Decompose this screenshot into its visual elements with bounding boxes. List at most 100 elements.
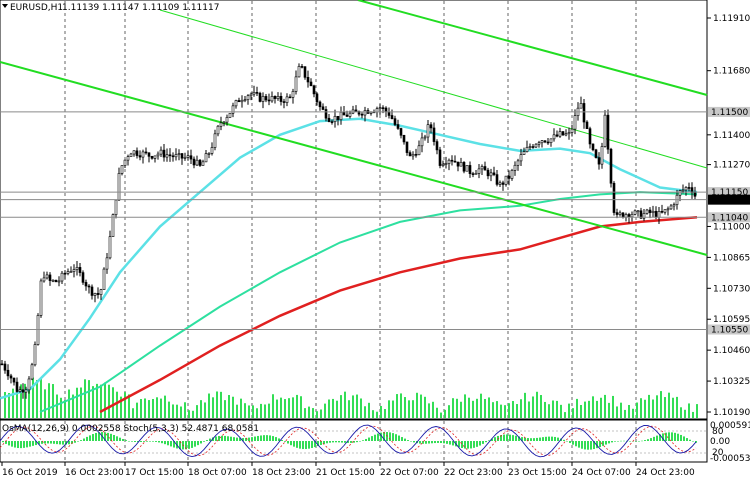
candle-body bbox=[519, 154, 523, 162]
candle-body bbox=[171, 155, 175, 158]
osma-histogram-bar bbox=[50, 441, 52, 444]
osma-histogram-bar bbox=[386, 432, 388, 441]
candle-body bbox=[39, 280, 43, 316]
osma-histogram-bar bbox=[530, 438, 532, 441]
osma-histogram-bar bbox=[692, 441, 694, 442]
osma-histogram-bar bbox=[434, 441, 436, 444]
candle-body bbox=[423, 136, 427, 139]
osma-histogram-bar bbox=[428, 441, 430, 444]
candle-body bbox=[672, 204, 676, 207]
volume-bar bbox=[432, 401, 434, 418]
volume-bar bbox=[144, 398, 146, 418]
price-tick-label: 1.11910 bbox=[713, 14, 750, 24]
osma-histogram-bar bbox=[572, 441, 574, 445]
osma-histogram-bar bbox=[482, 441, 484, 444]
candle-body bbox=[498, 182, 502, 185]
volume-bar bbox=[532, 396, 534, 418]
candle-body bbox=[120, 165, 124, 174]
osma-histogram-bar bbox=[287, 441, 289, 444]
osma-histogram-bar bbox=[53, 441, 55, 444]
osma-histogram-bar bbox=[269, 435, 271, 441]
candle-body bbox=[99, 289, 103, 295]
candle-body bbox=[552, 134, 556, 140]
osma-histogram-bar bbox=[11, 441, 13, 447]
candle-body bbox=[246, 95, 250, 100]
dropdown-triangle-icon[interactable] bbox=[2, 4, 8, 8]
candle-body bbox=[303, 66, 307, 78]
candle-body bbox=[51, 279, 55, 282]
osma-histogram-bar bbox=[191, 441, 193, 448]
volume-bar bbox=[376, 411, 378, 418]
osma-histogram-bar bbox=[467, 441, 469, 449]
candle-body bbox=[21, 389, 25, 393]
volume-bar bbox=[456, 398, 458, 418]
osma-histogram-bar bbox=[548, 436, 550, 441]
volume-bar bbox=[664, 397, 666, 418]
candle-body bbox=[168, 154, 172, 157]
osma-histogram-bar bbox=[578, 441, 580, 448]
volume-bar bbox=[580, 404, 582, 418]
volume-bar bbox=[680, 407, 682, 418]
candle-body bbox=[174, 154, 178, 158]
candle-body bbox=[81, 272, 85, 283]
osma-histogram-bar bbox=[590, 441, 592, 450]
volume-bar bbox=[228, 395, 230, 418]
candle-body bbox=[564, 133, 568, 136]
price-tick-label: 1.10595 bbox=[713, 315, 750, 325]
candle-body bbox=[492, 172, 496, 175]
volume-bar bbox=[336, 400, 338, 418]
volume-bar bbox=[588, 400, 590, 418]
volume-bar bbox=[244, 403, 246, 418]
candle-body bbox=[453, 160, 457, 163]
volume-bar bbox=[488, 397, 490, 418]
volume-bar bbox=[684, 409, 686, 418]
osma-histogram-bar bbox=[485, 441, 487, 443]
volume-bar bbox=[628, 404, 630, 418]
osma-histogram-bar bbox=[563, 439, 565, 441]
candle-body bbox=[237, 100, 241, 103]
osma-histogram-bar bbox=[671, 432, 673, 441]
candle-body bbox=[279, 96, 283, 102]
osma-histogram-bar bbox=[392, 433, 394, 441]
price-tick-label: 1.10190 bbox=[713, 408, 750, 418]
volume-bar bbox=[204, 402, 206, 418]
osma-histogram-bar bbox=[95, 433, 97, 441]
candle-body bbox=[618, 212, 622, 215]
volume-bar bbox=[56, 394, 58, 418]
volume-bar bbox=[332, 398, 334, 418]
volume-bar bbox=[292, 397, 294, 418]
osma-histogram-bar bbox=[374, 434, 376, 441]
volume-bar bbox=[248, 405, 250, 418]
osma-histogram-bar bbox=[641, 440, 643, 442]
osma-histogram-bar bbox=[452, 441, 454, 446]
osma-histogram-bar bbox=[263, 435, 265, 441]
osma-histogram-bar bbox=[503, 434, 505, 441]
candle-body bbox=[156, 153, 160, 157]
candle-body bbox=[369, 111, 373, 114]
volume-bar bbox=[540, 395, 542, 418]
osma-histogram-bar bbox=[395, 434, 397, 441]
osma-histogram-bar bbox=[365, 438, 367, 441]
osma-histogram-bar bbox=[197, 441, 199, 446]
osma-histogram-bar bbox=[644, 440, 646, 441]
osma-histogram-bar bbox=[401, 437, 403, 441]
volume-bar bbox=[96, 383, 98, 418]
volume-bar bbox=[104, 382, 106, 418]
volume-bar bbox=[624, 409, 626, 418]
candle-body bbox=[645, 209, 649, 214]
volume-bar bbox=[604, 394, 606, 418]
candle-body bbox=[621, 212, 625, 218]
osma-histogram-bar bbox=[329, 441, 331, 443]
volume-bar bbox=[268, 403, 270, 418]
trend-channels bbox=[0, 0, 708, 256]
osma-histogram-bar bbox=[296, 441, 298, 448]
osma-histogram-bar bbox=[116, 436, 118, 441]
price-level-badge bbox=[708, 212, 750, 223]
candle-body bbox=[54, 279, 58, 283]
osma-histogram-bar bbox=[695, 441, 697, 443]
candle-body bbox=[15, 381, 19, 392]
candle-body bbox=[480, 166, 484, 170]
osma-histogram-bar bbox=[542, 437, 544, 441]
volume-bar bbox=[596, 400, 598, 418]
